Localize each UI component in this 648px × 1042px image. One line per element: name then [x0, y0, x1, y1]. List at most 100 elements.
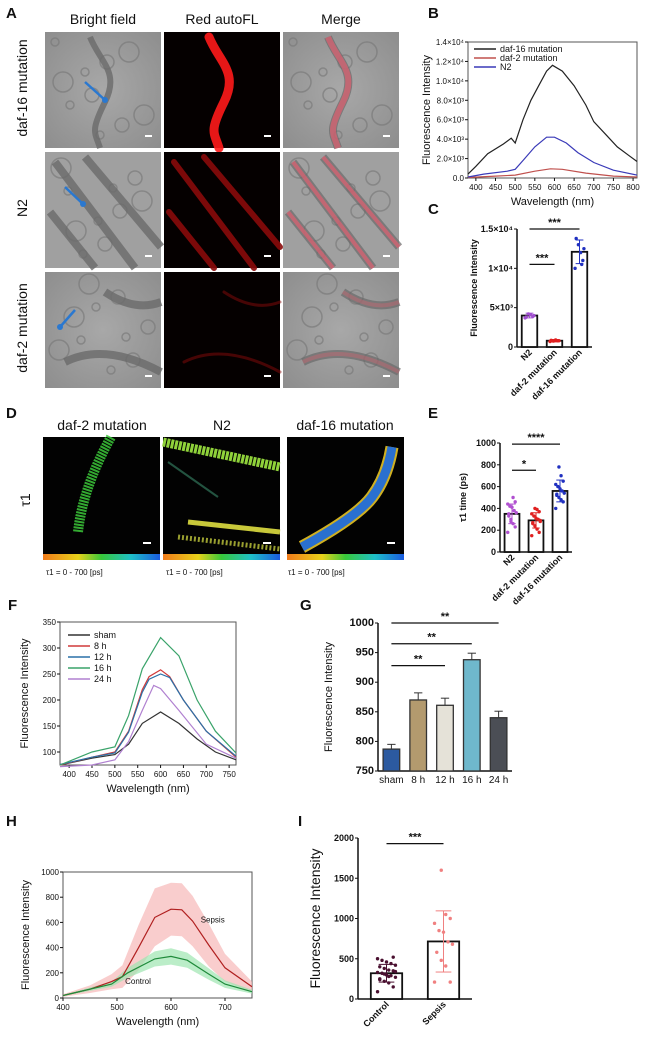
data-point [531, 520, 535, 525]
y-tick-label: 1000 [350, 617, 374, 629]
data-point [444, 964, 448, 968]
lifetime-colorbar [43, 554, 160, 560]
cell-debris [131, 190, 153, 212]
x-category-label: 16 h [462, 775, 481, 786]
x-axis-label: Wavelength (nm) [511, 196, 594, 208]
y-tick-label: 1000 [334, 914, 354, 924]
data-point [509, 519, 513, 524]
data-point [444, 912, 448, 917]
data-point [534, 516, 538, 520]
red-overlay [302, 290, 400, 374]
data-point [393, 963, 398, 967]
cell-debris [48, 339, 70, 361]
cell-debris [52, 71, 74, 93]
y-axis-label: Fluorescence Intensity [469, 239, 479, 337]
y-tick-label: 0 [55, 994, 60, 1003]
y-tick-label: 250 [43, 670, 57, 679]
panel-label-f: F [8, 597, 17, 614]
y-tick-label: 950 [356, 647, 374, 659]
row-label-daf2: daf-2 mutation [14, 283, 30, 373]
y-axis-label: Fluorescence Intensity [421, 54, 433, 165]
data-point [446, 940, 450, 944]
panel-label-a: A [6, 5, 17, 22]
red-channel-image [164, 32, 280, 148]
legend-entry: N2 [500, 62, 512, 72]
cell-debris [329, 302, 339, 312]
cell-debris [286, 339, 308, 361]
lifetime-colorbar [287, 554, 404, 560]
blue-arrow-icon [84, 81, 106, 101]
x-tick-label: 400 [469, 183, 483, 192]
y-tick-label: 100 [43, 748, 57, 757]
scale-bar [263, 542, 271, 544]
x-category-label: N2 [519, 347, 534, 362]
plot-frame [467, 41, 638, 179]
cell-debris [316, 273, 338, 295]
x-tick-label: 450 [489, 183, 503, 192]
y-tick-label: 400 [46, 944, 60, 953]
series-line-N2 [467, 136, 638, 178]
scale-bar [383, 135, 390, 137]
data-point [557, 339, 561, 343]
data-point [526, 312, 531, 316]
panel-label-c: C [428, 201, 439, 218]
series-line-daf-16-mutation [467, 64, 638, 175]
legend-entry: daf-16 mutation [500, 44, 563, 54]
brightfield-image [283, 32, 399, 148]
cell-debris [352, 117, 368, 133]
data-point [557, 465, 561, 469]
data-point [562, 491, 566, 495]
data-point [560, 489, 564, 493]
data-point [437, 928, 441, 933]
plot-frame [59, 621, 237, 766]
data-point [532, 514, 536, 518]
cell-debris [63, 306, 85, 328]
data-point [441, 930, 446, 934]
x-category-label: 24 h [489, 775, 508, 786]
y-tick-label: 0.0 [453, 174, 465, 183]
cell-debris [106, 365, 116, 375]
column-header-red-autofl: Red autoFL [185, 11, 258, 27]
cell-debris [80, 67, 90, 77]
brightfield-image [45, 32, 161, 148]
scale-bar [383, 375, 390, 377]
column-header-bright-field: Bright field [70, 11, 136, 27]
data-point [382, 972, 386, 976]
data-point [530, 512, 534, 516]
x-tick-label: 750 [222, 770, 236, 779]
data-point [561, 500, 565, 504]
cell-debris [322, 87, 338, 103]
scale-bar [387, 542, 395, 544]
data-point [382, 966, 386, 971]
legend-entry: 24 h [94, 674, 112, 684]
micrograph-r0-c0 [45, 32, 161, 149]
panel-label-b: B [428, 5, 439, 22]
plot-frame [62, 871, 253, 999]
column-header-n2: N2 [213, 417, 231, 433]
bar-24-h [489, 717, 508, 772]
worm-yellow [187, 519, 281, 535]
data-point [375, 970, 380, 975]
row-label-tau1: τ1 [17, 493, 33, 507]
data-point [573, 266, 577, 271]
scale-bar [143, 542, 151, 544]
brightfield-image [45, 272, 161, 388]
x-category-label: 12 h [435, 775, 454, 786]
data-point [559, 497, 563, 502]
y-tick-label: 800 [481, 460, 496, 470]
y-tick-label: 600 [481, 482, 496, 492]
y-tick-label: 150 [43, 722, 57, 731]
scale-bar [264, 375, 271, 377]
y-axis-label: Fluorescence Intensity [323, 641, 335, 752]
data-point [391, 955, 395, 959]
y-tick-label: 350 [43, 618, 57, 627]
cell-debris [365, 170, 381, 186]
legend-entry: 8 h [94, 641, 107, 651]
data-point [387, 968, 391, 972]
chart-G: 750 800 850 900 950 1000 Fluorescence Intensit… [323, 611, 512, 786]
data-point [561, 479, 565, 483]
x-category-label: 8 h [411, 775, 425, 786]
